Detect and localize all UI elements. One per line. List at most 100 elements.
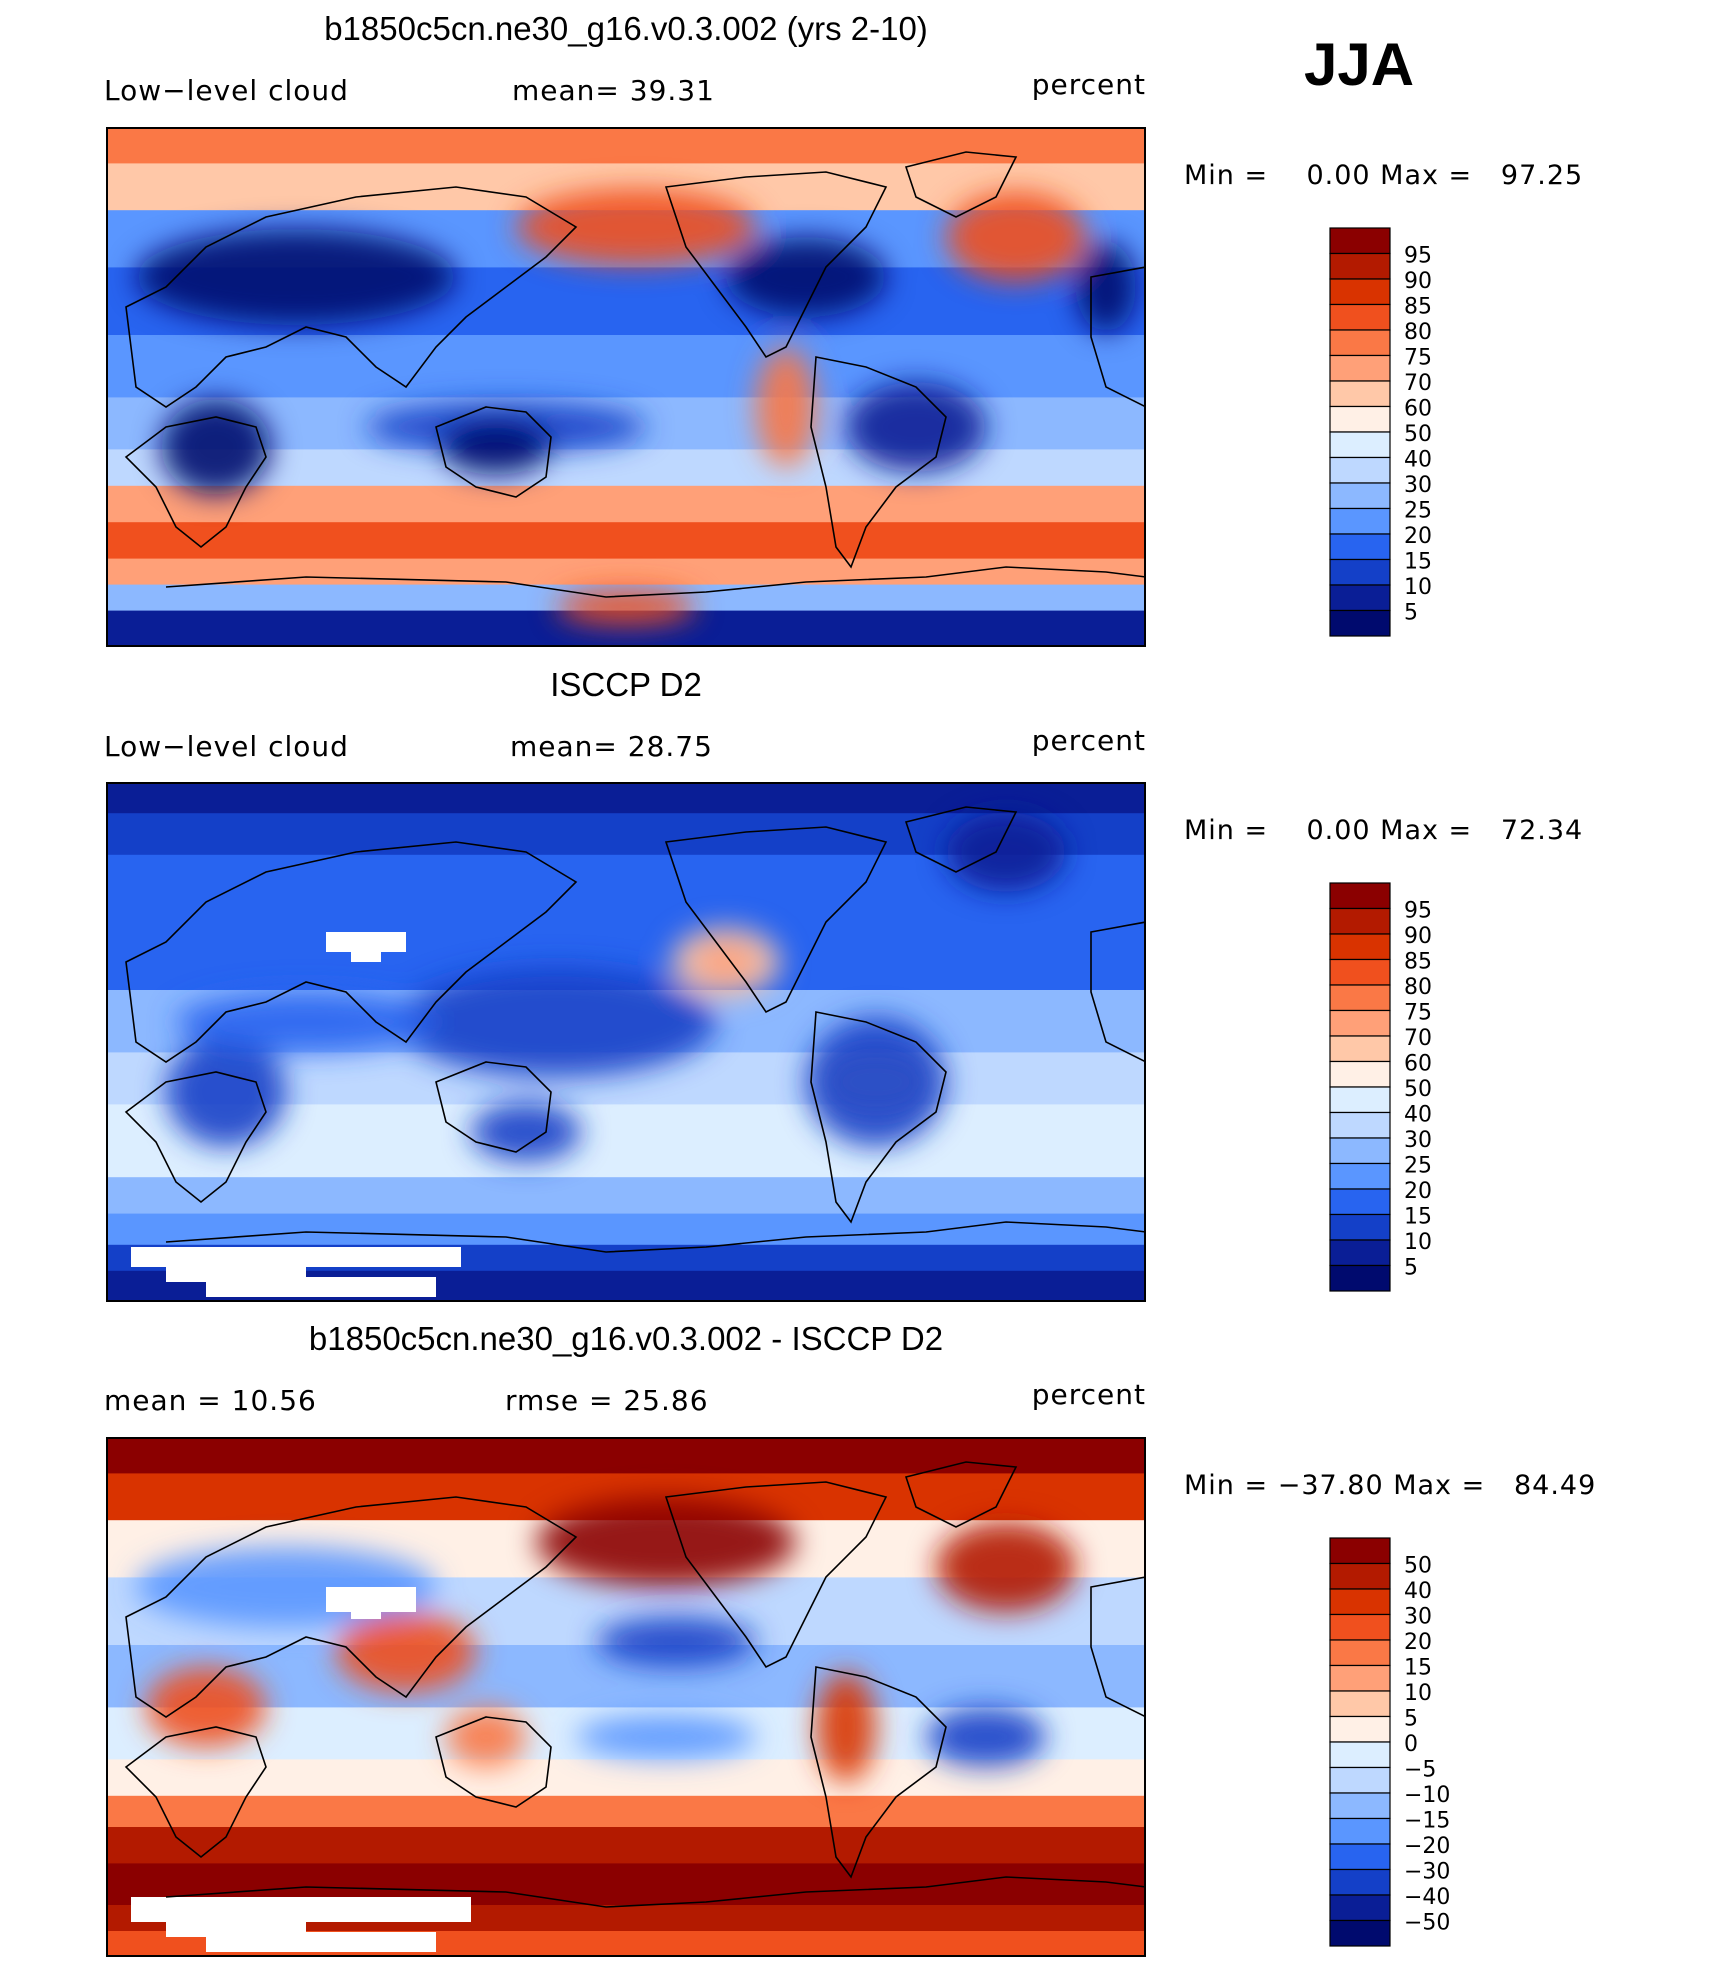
field-blob xyxy=(441,419,551,475)
coastline xyxy=(124,416,267,549)
colorbar-swatch xyxy=(1329,1137,1391,1165)
colorbar-tick-label: −40 xyxy=(1404,1885,1450,1910)
coastline xyxy=(810,356,947,569)
colorbar-tick-label: 15 xyxy=(1404,1205,1432,1230)
colorbar-tick-label: 50 xyxy=(1404,422,1432,447)
colorbar-tick-label: 60 xyxy=(1404,397,1432,422)
panel-2-mean-label: mean= 28.75 xyxy=(510,730,713,763)
colorbar-tick-label: 50 xyxy=(1404,1077,1432,1102)
colorbar-tick-label: 75 xyxy=(1404,1001,1432,1026)
panel-1-variable-label: Low−level cloud xyxy=(104,74,349,107)
coastline xyxy=(904,151,1018,218)
coastline xyxy=(1090,1576,1146,1718)
field-blob xyxy=(516,189,756,265)
field-blob xyxy=(166,1037,286,1147)
colorbar-swatch xyxy=(1329,1264,1391,1292)
field-blob xyxy=(161,399,271,495)
coastline xyxy=(125,1496,578,1718)
field-band xyxy=(106,127,1146,165)
field-band xyxy=(106,782,1146,815)
colorbar-swatch xyxy=(1329,984,1391,1012)
coastline xyxy=(1090,266,1146,408)
panel-1-mean-label: mean= 39.31 xyxy=(512,74,715,107)
colorbar-swatch xyxy=(1329,1715,1391,1743)
colorbar-swatch xyxy=(1329,1664,1391,1692)
coastline xyxy=(125,186,578,408)
colorbar-swatch xyxy=(1329,533,1391,561)
field-blob xyxy=(536,1497,796,1587)
field-band xyxy=(106,1213,1146,1246)
colorbar-tick-label: 5 xyxy=(1404,1256,1418,1281)
colorbar-tick-label: 95 xyxy=(1404,244,1432,269)
colorbar-swatch xyxy=(1329,278,1391,306)
colorbar-tick-label: 85 xyxy=(1404,295,1432,320)
colorbar-swatch xyxy=(1329,1213,1391,1241)
colorbar-tick-label: 75 xyxy=(1404,346,1432,371)
colorbar-tick-label: 15 xyxy=(1404,1656,1432,1681)
coastline xyxy=(125,841,578,1063)
missing-data-mask xyxy=(351,947,381,962)
panel-1-title: b1850c5cn.ne30_g16.v0.3.002 (yrs 2-10) xyxy=(324,10,928,47)
colorbar-swatch xyxy=(1329,507,1391,535)
colorbar-swatch xyxy=(1329,1588,1391,1616)
coastline xyxy=(904,806,1018,873)
colorbar-tick-label: −15 xyxy=(1404,1809,1450,1834)
colorbar-swatch xyxy=(1329,1817,1391,1845)
colorbar-swatch xyxy=(1329,1060,1391,1088)
colorbar-tick-label: 20 xyxy=(1404,1179,1432,1204)
colorbar-tick-label: 0 xyxy=(1404,1732,1418,1757)
coastline xyxy=(124,1726,267,1859)
colorbar-swatch xyxy=(1329,1009,1391,1037)
panel-2-map xyxy=(106,782,1146,1302)
coastline xyxy=(435,1716,552,1808)
missing-data-mask xyxy=(131,1897,471,1922)
colorbar-swatch xyxy=(1329,1894,1391,1922)
field-band xyxy=(106,1177,1146,1215)
field-band xyxy=(106,485,1146,524)
panel-2-units-label: percent xyxy=(1031,724,1146,757)
field-blob xyxy=(756,347,816,467)
missing-data-mask xyxy=(206,1277,436,1297)
colorbar-swatch xyxy=(1329,1613,1391,1641)
colorbar-swatch xyxy=(1329,907,1391,935)
colorbar-tick-label: 20 xyxy=(1404,524,1432,549)
colorbar-swatch xyxy=(1329,584,1391,612)
field-blob xyxy=(946,192,1086,282)
colorbar-swatch xyxy=(1329,609,1391,637)
missing-data-mask xyxy=(351,1607,381,1619)
colorbar-swatch xyxy=(1329,431,1391,459)
colorbar-tick-label: 30 xyxy=(1404,1605,1432,1630)
field-blob xyxy=(926,1707,1046,1767)
colorbar-tick-label: 25 xyxy=(1404,499,1432,524)
field-blob xyxy=(816,1672,876,1782)
colorbar-swatch xyxy=(1329,1162,1391,1190)
coastline xyxy=(165,566,1146,598)
colorbar-tick-label: 15 xyxy=(1404,550,1432,575)
field-blob xyxy=(596,1617,756,1667)
field-band xyxy=(106,449,1146,487)
coastline xyxy=(664,171,888,359)
field-band xyxy=(106,558,1146,586)
colorbar-tick-label: 70 xyxy=(1404,1026,1432,1051)
coastline xyxy=(165,1221,1146,1253)
colorbar-tick-label: 5 xyxy=(1404,1707,1418,1732)
colorbar-tick-label: −5 xyxy=(1404,1758,1436,1783)
colorbar-swatch xyxy=(1329,1086,1391,1114)
panel-3-minmax: Min = −37.80 Max = 84.49 xyxy=(1184,1470,1597,1501)
missing-data-mask xyxy=(206,1932,436,1952)
panel-3-map xyxy=(106,1437,1146,1957)
field-band xyxy=(106,1437,1146,1475)
colorbar-tick-label: 90 xyxy=(1404,269,1432,294)
colorbar-swatch xyxy=(1329,1766,1391,1794)
colorbar-tick-label: 80 xyxy=(1404,975,1432,1000)
colorbar-swatch xyxy=(1329,227,1391,255)
field-blob xyxy=(176,992,436,1052)
field-blob xyxy=(146,1667,266,1747)
field-blob xyxy=(576,1715,756,1759)
colorbar-tick-label: −30 xyxy=(1404,1860,1450,1885)
colorbar-tick-label: 40 xyxy=(1404,1579,1432,1604)
coastline xyxy=(810,1011,947,1224)
map-frame xyxy=(106,1437,1146,1957)
colorbar-tick-label: −20 xyxy=(1404,1834,1450,1859)
